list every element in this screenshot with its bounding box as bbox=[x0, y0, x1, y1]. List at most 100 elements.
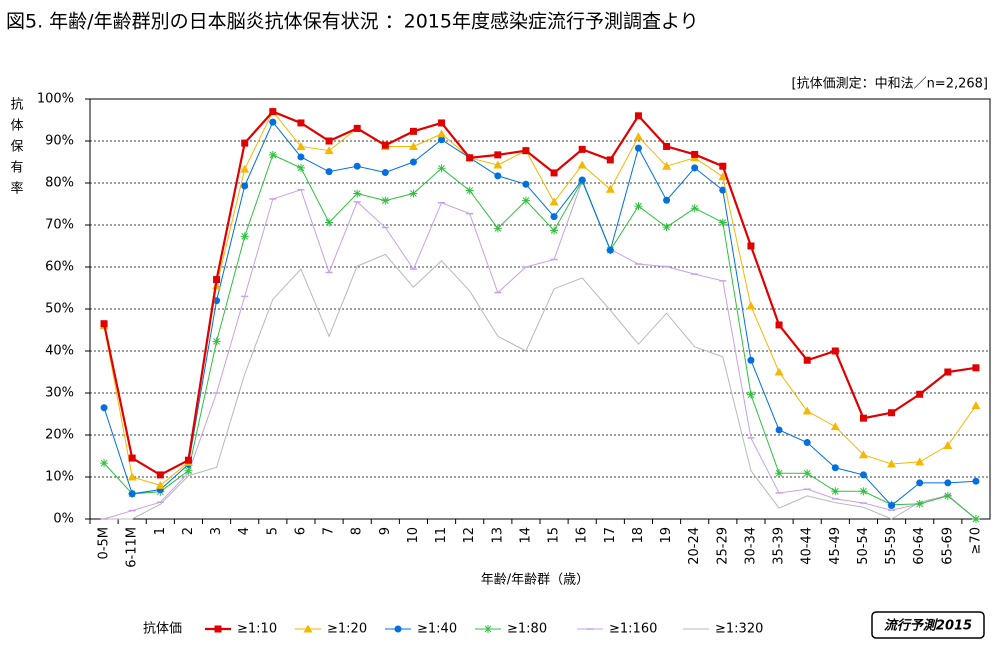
marker bbox=[718, 218, 727, 227]
marker bbox=[747, 356, 755, 364]
marker bbox=[241, 182, 249, 190]
marker bbox=[634, 144, 642, 152]
marker bbox=[484, 625, 492, 633]
marker bbox=[522, 147, 530, 155]
series bbox=[100, 179, 980, 520]
marker bbox=[719, 162, 727, 170]
x-tick-label: 18 bbox=[631, 527, 646, 544]
marker bbox=[269, 118, 277, 126]
marker bbox=[240, 164, 250, 173]
y-tick-label: 10% bbox=[45, 470, 74, 485]
x-tick-label: 3 bbox=[209, 527, 224, 535]
marker bbox=[100, 320, 108, 328]
x-tick-label: 45-49 bbox=[828, 527, 843, 565]
marker bbox=[213, 276, 221, 284]
x-tick-label: 14 bbox=[518, 527, 533, 544]
marker bbox=[493, 160, 503, 169]
y-tick-label: 20% bbox=[45, 428, 74, 443]
marker bbox=[830, 422, 840, 431]
marker bbox=[493, 224, 502, 233]
marker bbox=[212, 337, 221, 346]
x-tick-label: 40-44 bbox=[800, 527, 815, 565]
marker bbox=[297, 119, 305, 127]
x-tick-label: 60-64 bbox=[912, 527, 927, 565]
x-tick-label: 11 bbox=[434, 527, 449, 544]
badge-box bbox=[871, 611, 985, 639]
marker bbox=[241, 139, 249, 147]
marker bbox=[943, 441, 953, 449]
marker bbox=[887, 459, 897, 468]
x-tick-label: 12 bbox=[462, 527, 477, 544]
marker bbox=[437, 164, 446, 173]
y-tick-label: 0% bbox=[53, 512, 74, 527]
marker bbox=[409, 127, 417, 135]
marker bbox=[100, 459, 109, 468]
x-tick-label: 25-29 bbox=[715, 527, 730, 565]
y-axis-label: 抗体保有率 bbox=[8, 97, 24, 202]
marker bbox=[128, 490, 136, 498]
marker bbox=[803, 469, 812, 478]
marker bbox=[408, 141, 418, 150]
marker bbox=[606, 246, 614, 254]
marker bbox=[605, 184, 615, 193]
marker bbox=[127, 472, 137, 481]
marker bbox=[971, 401, 981, 410]
x-tick-label: 6 bbox=[293, 527, 308, 535]
x-tick-label: 0-5M bbox=[97, 527, 112, 559]
marker bbox=[803, 439, 811, 447]
marker bbox=[297, 153, 305, 161]
series-line bbox=[103, 179, 977, 520]
series bbox=[100, 150, 980, 523]
marker bbox=[775, 321, 783, 329]
marker bbox=[325, 137, 333, 145]
marker bbox=[465, 186, 474, 195]
marker bbox=[100, 404, 108, 412]
marker bbox=[303, 624, 313, 633]
marker bbox=[409, 189, 418, 198]
marker bbox=[438, 119, 446, 127]
legend-title: 抗体価 bbox=[143, 622, 182, 637]
legend-item: ≥1:20 bbox=[295, 622, 367, 637]
marker bbox=[184, 466, 193, 475]
marker bbox=[522, 180, 530, 188]
marker bbox=[916, 390, 924, 398]
marker bbox=[690, 204, 699, 213]
marker bbox=[634, 112, 642, 120]
series-line bbox=[102, 110, 977, 477]
series-line bbox=[103, 121, 976, 507]
series-line bbox=[103, 110, 977, 486]
marker bbox=[381, 196, 390, 205]
marker bbox=[353, 189, 362, 198]
marker bbox=[859, 414, 867, 422]
marker bbox=[394, 625, 402, 633]
legend-item: ≥1:40 bbox=[385, 622, 457, 637]
x-tick-label: 13 bbox=[490, 527, 505, 544]
legend-item: ≥1:80 bbox=[475, 622, 547, 637]
y-tick-label: 30% bbox=[45, 386, 74, 401]
chart-title: 図5. 年齢/年齢群別の日本脳炎抗体保有状況 ：2015年度感染症流行予測調査よ… bbox=[6, 11, 699, 33]
marker bbox=[972, 477, 980, 485]
marker bbox=[663, 142, 671, 150]
badge: 流行予測2015 bbox=[884, 618, 972, 634]
legend-item: ≥1:10 bbox=[205, 622, 277, 637]
marker bbox=[494, 172, 502, 180]
marker bbox=[803, 356, 811, 364]
x-tick-label: 19 bbox=[659, 527, 674, 544]
marker bbox=[915, 457, 925, 466]
legend-label: ≥1:20 bbox=[327, 622, 367, 637]
marker bbox=[831, 464, 839, 472]
legend-label: ≥1:10 bbox=[237, 622, 277, 637]
marker bbox=[296, 163, 305, 172]
x-tick-label: 20-24 bbox=[687, 527, 702, 565]
legend-item: ≥1:320 bbox=[683, 622, 763, 637]
x-tick-label: 2 bbox=[181, 527, 196, 535]
legend-label: ≥1:80 bbox=[507, 622, 547, 637]
marker bbox=[437, 129, 447, 138]
x-tick-label: 15 bbox=[547, 527, 562, 544]
x-tick-label: 30-34 bbox=[743, 527, 758, 565]
marker bbox=[691, 150, 699, 158]
x-tick-label: 10 bbox=[406, 527, 421, 544]
marker bbox=[268, 150, 277, 159]
x-tick-label: 7 bbox=[322, 527, 337, 535]
marker bbox=[494, 151, 502, 159]
